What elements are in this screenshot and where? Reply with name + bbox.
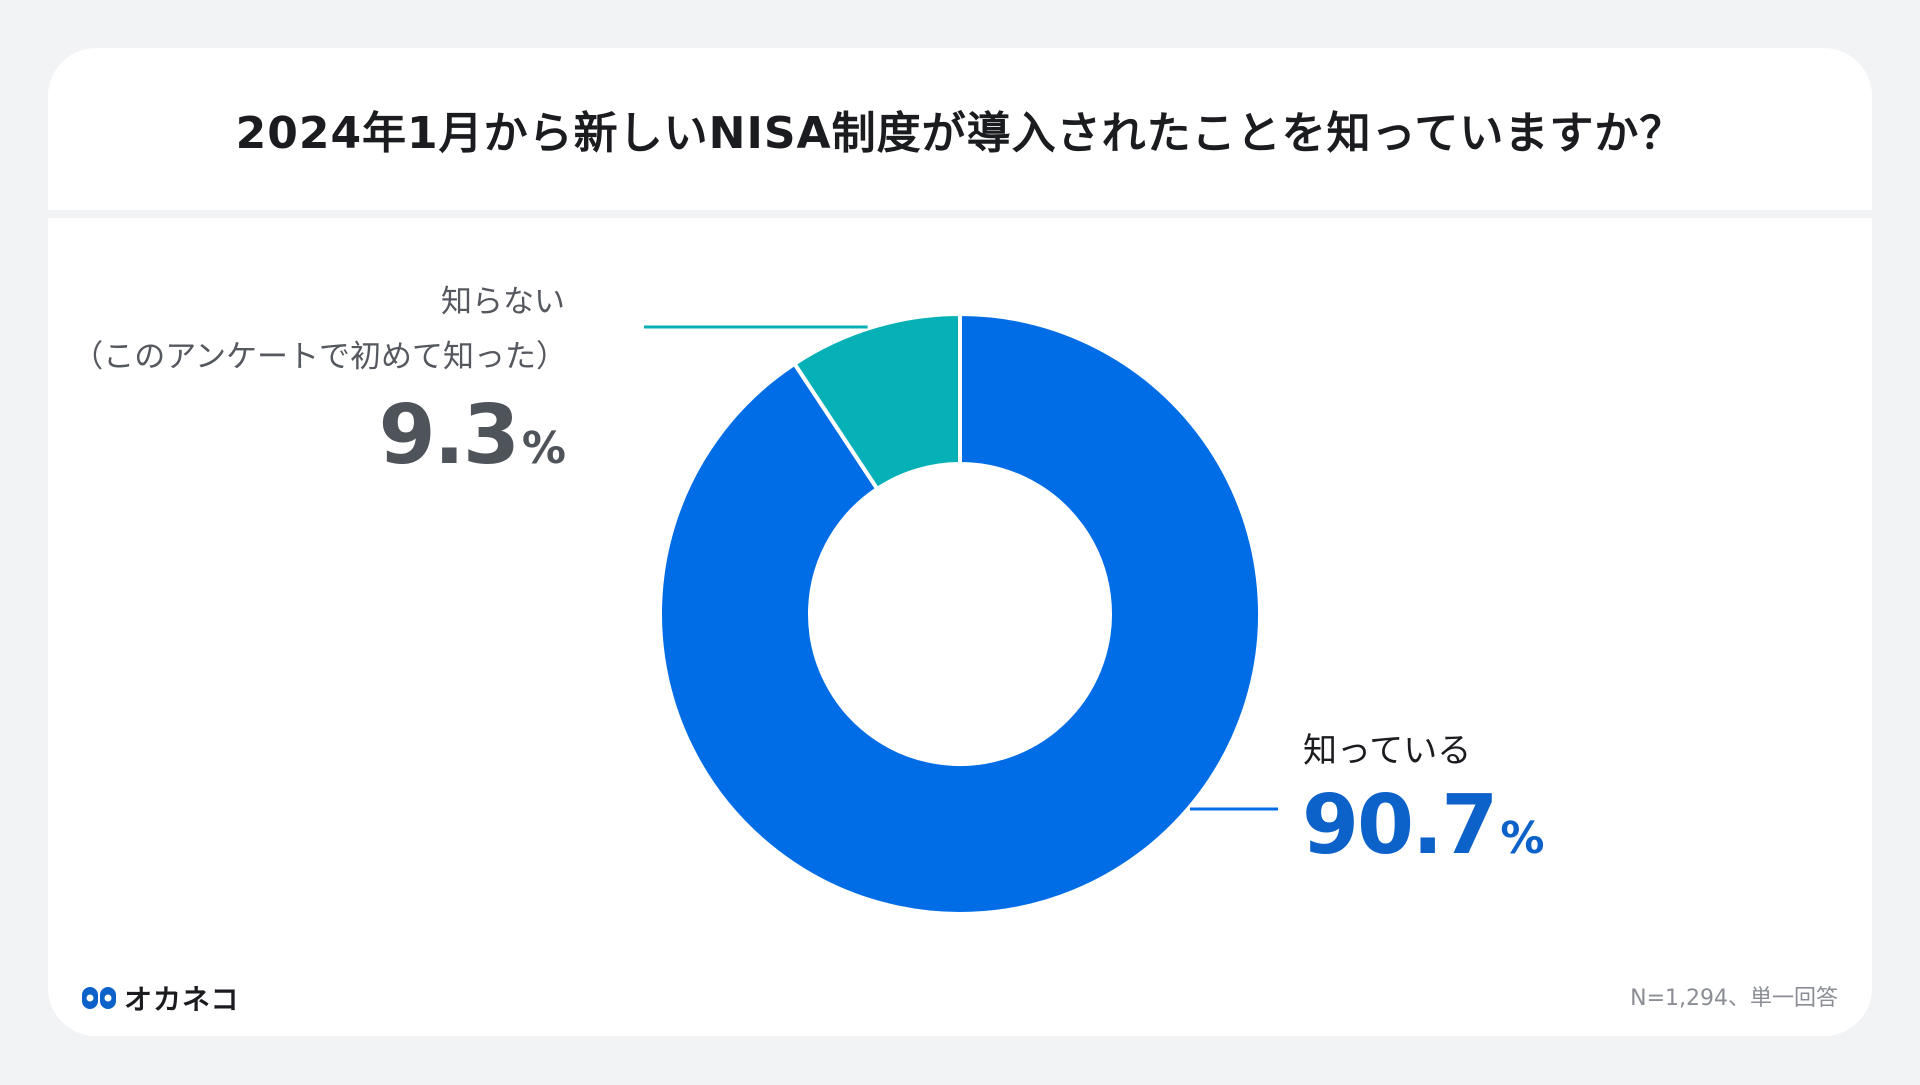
okaneko-logo-icon	[82, 987, 116, 1009]
label-unknown: 知らない	[441, 284, 565, 320]
sample-note: N=1,294、単一回答	[1630, 986, 1838, 1011]
donut-chart	[644, 311, 1278, 916]
value-label-known: 90.7%	[1302, 778, 1544, 873]
percent-sign: %	[1500, 813, 1545, 864]
value-unknown-number: 9.3	[378, 388, 520, 483]
slice-unknown	[791, 311, 962, 492]
logo-text: オカネコ	[124, 983, 240, 1016]
title-divider	[48, 210, 1872, 218]
percent-sign: %	[521, 423, 566, 474]
label-known: 知っている	[1303, 731, 1472, 771]
chart-card: 2024年1月から新しいNISA制度が導入されたことを知っていますか？ 知らない…	[48, 48, 1872, 1036]
okaneko-logo: オカネコ	[82, 978, 239, 1018]
chart-title: 2024年1月から新しいNISA制度が導入されたことを知っていますか？	[235, 108, 1685, 159]
label-unknown-note: （このアンケートで初めて知った）	[72, 339, 567, 375]
slice-known	[658, 311, 1262, 916]
value-label-unknown: 9.3%	[379, 388, 566, 483]
value-known-number: 90.7	[1302, 778, 1498, 873]
